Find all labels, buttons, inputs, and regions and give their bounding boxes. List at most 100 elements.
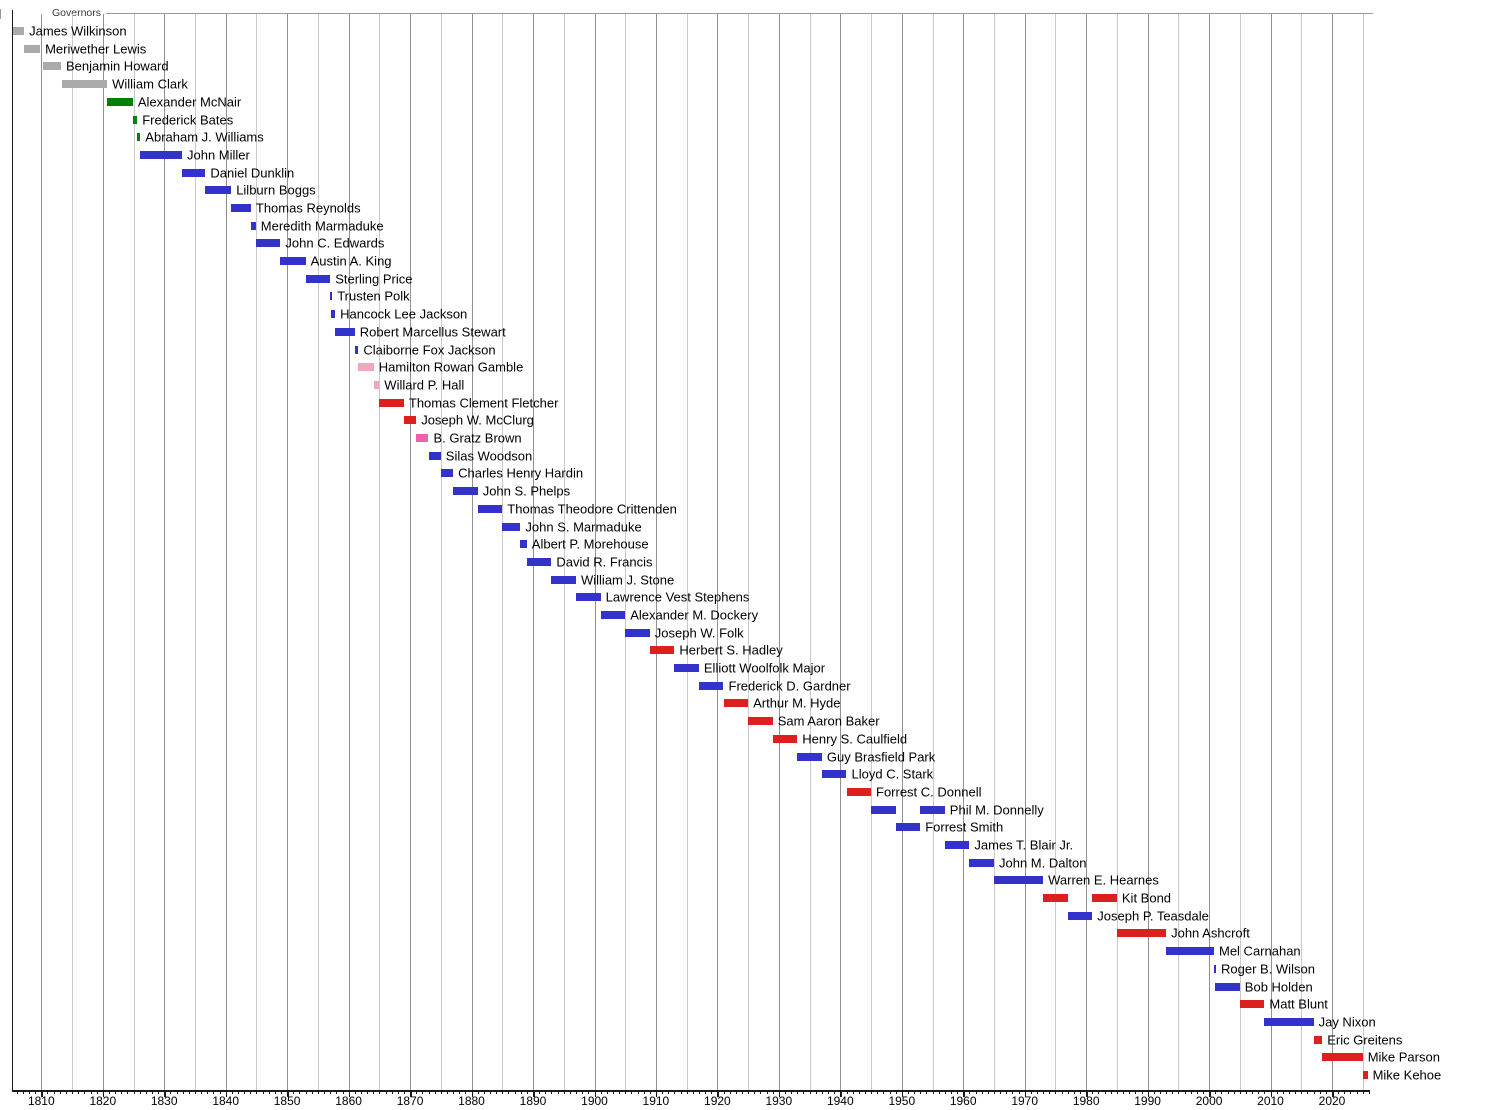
governor-name: Forrest Smith — [925, 819, 1004, 835]
x-minor-tick-1816 — [78, 1090, 80, 1094]
x-minor-tick-1983 — [1104, 1090, 1106, 1094]
x-tick-label-1970: 1970 — [1011, 1094, 1039, 1108]
term-bar-1 — [821, 770, 847, 779]
x-minor-tick-1818 — [90, 1090, 92, 1094]
governor-name: Roger B. Wilson — [1221, 961, 1315, 977]
x-minor-tick-2019 — [1325, 1090, 1327, 1094]
governor-name: Sterling Price — [335, 271, 413, 287]
x-minor-tick-1836 — [201, 1090, 203, 1094]
governor-name: William J. Stone — [581, 572, 675, 587]
gridline-year-1895 — [563, 14, 565, 1090]
term-bar-1 — [354, 345, 359, 354]
term-bar-1 — [576, 593, 601, 602]
x-minor-tick-1847 — [268, 1090, 270, 1094]
x-minor-tick-1963 — [981, 1090, 983, 1094]
governor-name: Trusten Polk — [337, 288, 410, 304]
governor-name: Henry S. Caulfield — [802, 731, 908, 747]
x-minor-tick-1856 — [324, 1090, 325, 1094]
x-minor-tick-1854 — [311, 1090, 313, 1094]
x-minor-tick-1809 — [35, 1090, 37, 1094]
gridline-year-1945 — [871, 14, 872, 1090]
governor-name: Thomas Clement Fletcher — [408, 395, 559, 411]
governor-name: Austin A. King — [310, 253, 392, 269]
gridline-year-2020 — [1332, 14, 1333, 1090]
term-bar-1 — [551, 575, 576, 584]
x-minor-tick-1918 — [705, 1090, 707, 1094]
x-minor-tick-1858 — [336, 1090, 338, 1094]
x-minor-tick-2018 — [1319, 1090, 1321, 1094]
x-minor-tick-1951 — [907, 1090, 909, 1094]
term-bar-2 — [920, 805, 945, 814]
x-minor-tick-1973 — [1043, 1090, 1045, 1094]
x-minor-tick-1865 — [379, 1090, 381, 1094]
term-bar-1 — [649, 646, 675, 655]
x-minor-tick-2024 — [1356, 1090, 1358, 1094]
governor-name: Meredith Marmaduke — [260, 218, 384, 234]
x-minor-tick-1986 — [1123, 1090, 1124, 1094]
x-major-tick-1910 — [655, 1090, 658, 1097]
gridline-year-1875 — [440, 14, 442, 1090]
gridline-year-1900 — [594, 14, 596, 1090]
chart-title: Governors — [52, 7, 102, 19]
x-minor-tick-1919 — [711, 1090, 713, 1094]
x-minor-tick-1824 — [127, 1090, 129, 1094]
x-tick-label-1980: 1980 — [1072, 1094, 1100, 1108]
x-minor-tick-1883 — [490, 1090, 491, 1094]
x-minor-tick-2015 — [1301, 1090, 1303, 1094]
governor-name: Arthur M. Hyde — [753, 695, 841, 711]
term-bar-1 — [416, 434, 429, 442]
x-major-tick-1870 — [410, 1090, 412, 1097]
term-bar-1 — [1214, 964, 1216, 973]
x-minor-tick-1953 — [920, 1090, 922, 1094]
x-minor-tick-1876 — [446, 1090, 448, 1094]
x-minor-tick-1971 — [1030, 1090, 1032, 1094]
x-minor-tick-1911 — [662, 1090, 664, 1094]
x-minor-tick-2022 — [1344, 1090, 1346, 1094]
term-bar-1 — [330, 292, 333, 301]
x-tick-label-1990: 1990 — [1134, 1094, 1161, 1108]
x-tick-label-1920: 1920 — [704, 1094, 731, 1108]
gridline-year-1935 — [809, 14, 811, 1090]
term-bar-1 — [1322, 1053, 1363, 1062]
x-major-tick-2020 — [1332, 1090, 1334, 1097]
title-rule — [106, 13, 1373, 14]
term-bar-1 — [140, 150, 183, 159]
x-minor-tick-1968 — [1012, 1090, 1014, 1094]
governor-name: Alexander M. Dockery — [630, 607, 759, 623]
term-bar-1 — [379, 398, 404, 407]
x-minor-tick-1977 — [1067, 1090, 1069, 1094]
governor-name: Mel Carnahan — [1219, 943, 1301, 959]
x-minor-tick-1894 — [557, 1090, 559, 1094]
x-minor-tick-1851 — [293, 1090, 295, 1094]
gridline-year-2010 — [1270, 14, 1272, 1090]
x-minor-tick-1992 — [1159, 1090, 1161, 1094]
gridline-year-1820 — [102, 14, 104, 1090]
x-minor-tick-1822 — [115, 1090, 117, 1094]
governor-name: Daniel Dunklin — [210, 165, 295, 181]
gridline-year-1920 — [717, 14, 719, 1090]
x-minor-tick-1812 — [53, 1090, 55, 1094]
x-tick-label-1850: 1850 — [273, 1094, 301, 1108]
gridline-year-1940 — [840, 14, 842, 1090]
governor-name: Claiborne Fox Jackson — [363, 342, 496, 357]
x-minor-tick-1978 — [1073, 1090, 1075, 1094]
x-minor-tick-1989 — [1141, 1090, 1143, 1094]
x-tick-label-1810: 1810 — [27, 1094, 55, 1108]
x-minor-tick-2002 — [1221, 1090, 1223, 1094]
x-tick-label-2000: 2000 — [1195, 1094, 1223, 1108]
x-minor-tick-1924 — [742, 1090, 743, 1094]
x-minor-tick-1946 — [877, 1090, 879, 1094]
x-minor-tick-1861 — [354, 1090, 356, 1094]
x-minor-tick-1935 — [809, 1090, 811, 1094]
x-minor-tick-1993 — [1166, 1090, 1168, 1094]
governor-name: Frederick D. Gardner — [728, 678, 851, 694]
x-minor-tick-1994 — [1172, 1090, 1174, 1094]
x-minor-tick-1955 — [932, 1090, 934, 1094]
x-minor-tick-1808 — [29, 1090, 30, 1094]
governor-name: Forrest C. Donnell — [876, 784, 982, 800]
x-minor-tick-1936 — [815, 1090, 817, 1094]
x-minor-tick-1887 — [514, 1090, 516, 1094]
x-minor-tick-1926 — [754, 1090, 756, 1094]
x-minor-tick-1948 — [889, 1090, 891, 1094]
x-minor-tick-1901 — [600, 1090, 602, 1094]
